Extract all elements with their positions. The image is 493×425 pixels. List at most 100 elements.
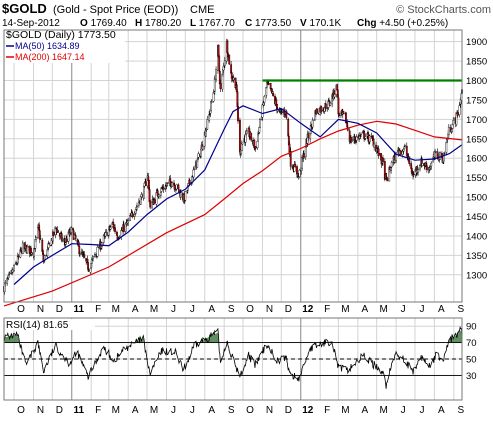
rsi-x-label: D: [56, 405, 63, 416]
quote-item-c: C 1773.50: [245, 18, 292, 29]
price-candle-down: [149, 200, 152, 208]
price-candle-down: [116, 231, 118, 236]
price-candle-down: [320, 106, 323, 112]
quote-line: O 1769.40 H 1780.20 L 1767.70 C 1773.50 V 17…: [80, 18, 448, 29]
price-candle-down: [57, 230, 59, 233]
price-candle-down: [386, 178, 389, 181]
price-candle-up: [210, 101, 213, 103]
price-candle-down: [219, 82, 222, 89]
price-candle-down: [230, 72, 233, 79]
price-candle-down: [296, 166, 298, 175]
price-x-label: N: [266, 304, 273, 315]
ma50-line: [13, 105, 463, 285]
price-candle-up: [155, 192, 158, 205]
price-candle-up: [206, 119, 209, 130]
price-candle-up: [196, 159, 199, 169]
price-candle-down: [83, 254, 86, 258]
price-candle-down: [443, 152, 446, 155]
price-candle-down: [272, 92, 275, 97]
price-candle-down: [17, 255, 20, 258]
rsi-x-label: A: [438, 405, 445, 416]
price-tick-label: 1300: [466, 270, 487, 281]
price-candle-up: [192, 169, 195, 178]
price-x-label: M: [341, 304, 349, 315]
price-candle-down: [307, 133, 310, 139]
price-candle-up: [158, 194, 160, 197]
price-candle-up: [404, 145, 406, 147]
price-candle-down: [294, 163, 297, 168]
description-label: (Gold - Spot Price (EOD)): [53, 4, 178, 16]
price-candle-up: [200, 149, 202, 157]
price-tick-label: 1500: [466, 193, 487, 204]
price-candle-down: [342, 111, 345, 114]
rsi-x-label: 11: [73, 405, 84, 416]
price-candle-up: [451, 129, 453, 132]
price-candle-up: [364, 136, 367, 139]
price-candle-down: [114, 227, 116, 232]
legend-label: MA(50) 1634.89: [15, 41, 80, 51]
price-candle-down: [380, 153, 382, 161]
price-candle-up: [193, 168, 196, 170]
price-candle-up: [263, 96, 266, 103]
price-candle-up: [205, 129, 207, 137]
price-candle-down: [162, 186, 165, 190]
price-candle-down: [72, 228, 74, 231]
price-tick-label: 1900: [466, 37, 487, 48]
price-candle-up: [333, 94, 336, 98]
price-tick-label: 1650: [466, 134, 487, 145]
price-x-label: J: [419, 304, 424, 315]
price-candle-up: [96, 246, 99, 257]
price-candle-up: [107, 229, 110, 236]
rsi-x-label: M: [112, 405, 120, 416]
price-candle-up: [256, 140, 259, 148]
price-candle-up: [35, 237, 37, 240]
price-tick-label: 1450: [466, 212, 487, 223]
rsi-title-background: [5, 319, 95, 330]
date-label: 14-Sep-2012: [2, 18, 60, 29]
price-candle-up: [452, 120, 455, 125]
price-candle-up: [304, 146, 307, 157]
price-candle-down: [382, 157, 384, 163]
symbol-label: $GOLD: [2, 1, 47, 16]
price-candle-down: [86, 259, 89, 262]
price-candle-down: [188, 179, 191, 185]
price-x-label: A: [208, 304, 215, 315]
price-candle-up: [105, 231, 108, 234]
price-candle-down: [153, 199, 156, 204]
price-candle-up: [13, 264, 15, 271]
price-candle-down: [408, 156, 411, 164]
price-tick-label: 1350: [466, 251, 487, 262]
price-x-label: N: [37, 304, 44, 315]
rsi-tick-label: 30: [466, 371, 477, 382]
price-candle-down: [131, 213, 134, 217]
rsi-x-label: S: [228, 405, 235, 416]
price-candle-down: [405, 145, 408, 156]
price-tick-label: 1600: [466, 154, 487, 165]
price-candle-up: [265, 87, 268, 96]
price-candle-up: [70, 227, 73, 233]
price-candle-down: [285, 110, 288, 119]
price-candle-up: [21, 242, 24, 254]
price-candle-down: [122, 224, 125, 232]
price-candle-up: [430, 162, 433, 167]
price-candle-up: [458, 105, 461, 116]
price-candle-up: [241, 141, 244, 145]
price-candle-up: [421, 163, 424, 166]
price-candle-up: [298, 170, 301, 177]
price-tick-label: 1400: [466, 231, 487, 242]
price-candles: [3, 38, 463, 295]
price-candle-down: [425, 165, 428, 170]
price-candle-up: [259, 118, 261, 128]
price-candle-up: [373, 143, 376, 148]
price-candle-down: [177, 184, 180, 190]
price-candle-down: [228, 54, 231, 65]
rsi-x-label: F: [95, 405, 101, 416]
price-candle-down: [144, 181, 147, 186]
price-candle-up: [127, 220, 130, 223]
price-candle-up: [395, 152, 398, 162]
price-candle-up: [323, 107, 326, 112]
price-candle-down: [302, 153, 305, 158]
price-candle-up: [46, 249, 49, 257]
price-candle-down: [267, 83, 270, 85]
